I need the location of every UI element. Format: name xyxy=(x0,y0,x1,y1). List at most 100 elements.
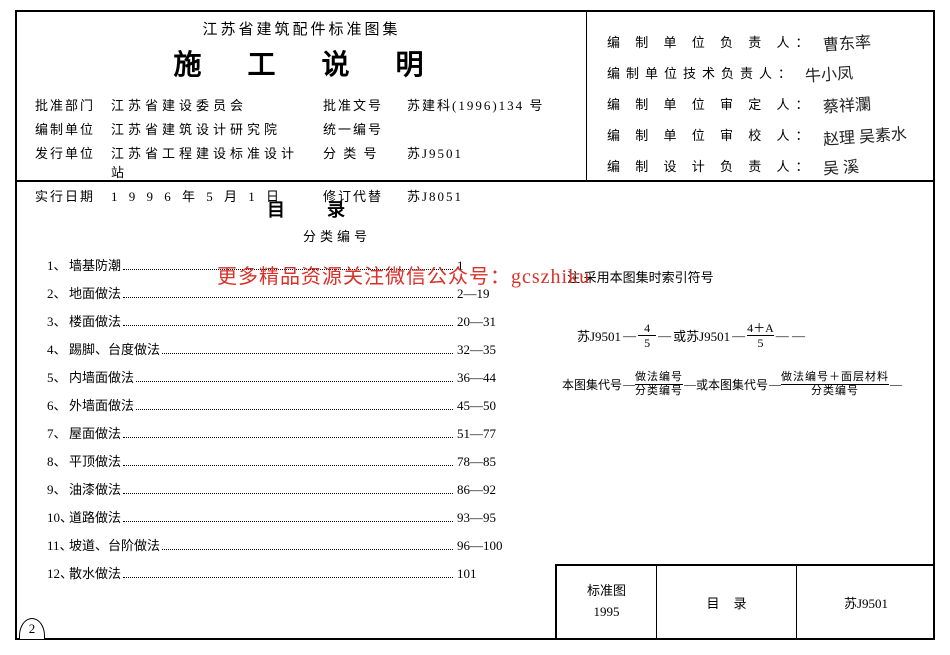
toc-name: 内墙面做法 xyxy=(69,367,134,386)
toc-index: 9、 xyxy=(47,479,69,498)
toc-name: 道路做法 xyxy=(69,507,121,526)
fraction: 45 xyxy=(638,322,656,349)
toc-panel: 目录 分类编号 1、墙基防潮12、地面做法2—193、楼面做法20—314、踢脚… xyxy=(17,182,547,642)
toc-name: 地面做法 xyxy=(69,283,121,302)
index-example-2: 本图集代号 — 做法编号分类编号 — 或本图集代号 — 做法编号＋面层材料分类编… xyxy=(562,372,901,397)
toc-name: 墙基防潮 xyxy=(69,255,121,274)
toc-leader xyxy=(123,577,453,578)
toc-pages: 86—92 xyxy=(457,482,527,498)
toc-row: 3、楼面做法20—31 xyxy=(47,311,527,330)
toc-index: 5、 xyxy=(47,367,69,386)
signer-label: 编 制 单 位 审 定 人： xyxy=(607,94,815,118)
toc-name: 楼面做法 xyxy=(69,311,121,330)
toc-pages: 32—35 xyxy=(457,342,527,358)
std-year: 1995 xyxy=(594,602,620,623)
toc-leader xyxy=(123,325,453,326)
toc-leader xyxy=(162,353,453,354)
toc-leader xyxy=(136,381,453,382)
signer-row: 编 制 单 位 审 校 人：赵理 吴素水 xyxy=(607,125,923,149)
toc-leader xyxy=(123,437,453,438)
info-label: 发行单位 xyxy=(35,143,99,181)
dash: — — xyxy=(776,328,805,344)
toc-pages: 101 xyxy=(457,566,527,582)
ex2-prefix: 本图集代号 xyxy=(562,376,622,393)
toc-row: 6、外墙面做法45—50 xyxy=(47,395,527,414)
info-value: 江苏省建设委员会 xyxy=(111,95,311,114)
info-label: 批准部门 xyxy=(35,95,99,114)
signer-label: 编 制 单 位 审 校 人： xyxy=(607,125,815,149)
toc-index: 2、 xyxy=(47,283,69,302)
header-right: 编 制 单 位 负 责 人：曹东率 编制单位技术负责人：牛小凤 编 制 单 位 … xyxy=(587,12,933,180)
info-value: 苏J9501 xyxy=(399,143,568,181)
toc-name: 油漆做法 xyxy=(69,479,121,498)
toc-row: 11、坡道、台阶做法96—100 xyxy=(47,535,527,554)
toc-title: 目录 xyxy=(47,196,527,222)
toc-index: 10、 xyxy=(47,507,69,526)
signer-row: 编 制 单 位 负 责 人：曹东率 xyxy=(607,32,923,56)
toc-row: 4、踢脚、台度做法 32—35 xyxy=(47,339,527,358)
signer-row: 编 制 设 计 负 责 人： 吴 溪 xyxy=(607,156,923,180)
signer-row: 编 制 单 位 审 定 人：蔡祥瀾 xyxy=(607,94,923,118)
toc-index: 7、 xyxy=(47,423,69,442)
index-example-1: 苏J9501 — 45 — 或苏J9501 — 4＋A5 — — xyxy=(577,322,805,349)
info-label: 分 类 号 xyxy=(323,143,387,181)
signer-row: 编制单位技术负责人：牛小凤 xyxy=(607,63,923,87)
toc-name: 散水做法 xyxy=(69,563,121,582)
info-value: 江苏省工程建设标准设计站 xyxy=(111,143,311,181)
dash: — xyxy=(890,377,901,392)
doc-title: 施工说明 xyxy=(35,43,568,83)
toc-leader xyxy=(123,297,453,298)
document-frame: 江苏省建筑配件标准图集 施工说明 批准部门 江苏省建设委员会 批准文号 苏建科(… xyxy=(15,10,935,640)
header-left: 江苏省建筑配件标准图集 施工说明 批准部门 江苏省建设委员会 批准文号 苏建科(… xyxy=(17,12,587,180)
toc-leader xyxy=(162,549,453,550)
toc-leader xyxy=(123,493,453,494)
fraction: 4＋A5 xyxy=(747,322,774,349)
info-value xyxy=(399,119,568,138)
toc-name: 平顶做法 xyxy=(69,451,121,470)
header-block: 江苏省建筑配件标准图集 施工说明 批准部门 江苏省建设委员会 批准文号 苏建科(… xyxy=(17,12,933,182)
toc-leader xyxy=(136,409,453,410)
toc-subtitle: 分类编号 xyxy=(47,226,527,245)
toc-index: 4、 xyxy=(47,339,69,358)
toc-pages: 93—95 xyxy=(457,510,527,526)
toc-pages: 51—77 xyxy=(457,426,527,442)
signature: 曹东率 xyxy=(822,28,872,55)
info-label: 统一编号 xyxy=(323,119,387,138)
dash: — xyxy=(684,377,695,392)
toc-row: 12、散水做法 101 xyxy=(47,563,527,582)
title-block-name: 目录 xyxy=(657,566,797,638)
signer-label: 编 制 设 计 负 责 人： xyxy=(607,156,815,180)
fraction: 做法编号分类编号 xyxy=(635,372,683,397)
signer-label: 编制单位技术负责人： xyxy=(607,63,797,87)
toc-row: 7、屋面做法 51—77 xyxy=(47,423,527,442)
toc-name: 踢脚、台度做法 xyxy=(69,339,160,358)
toc-index: 11、 xyxy=(47,535,69,554)
toc-index: 8、 xyxy=(47,451,69,470)
title-block-code: 苏J9501 xyxy=(797,566,935,638)
toc-row: 9、油漆做法 86—92 xyxy=(47,479,527,498)
ex2-mid: 或本图集代号 xyxy=(696,376,768,393)
toc-index: 12、 xyxy=(47,563,69,582)
toc-row: 10、道路做法 93—95 xyxy=(47,507,527,526)
toc-pages: 36—44 xyxy=(457,370,527,386)
dash: — xyxy=(769,377,780,392)
signature: 蔡祥瀾 xyxy=(822,90,872,117)
signature: 吴 溪 xyxy=(822,153,860,179)
toc-index: 3、 xyxy=(47,311,69,330)
atlas-title: 江苏省建筑配件标准图集 xyxy=(35,18,568,39)
info-label: 编制单位 xyxy=(35,119,99,138)
dash: — xyxy=(623,377,634,392)
std-label: 标准图 xyxy=(587,581,626,602)
toc-name: 屋面做法 xyxy=(69,423,121,442)
title-block-std: 标准图 1995 xyxy=(557,566,657,638)
toc-list: 1、墙基防潮12、地面做法2—193、楼面做法20—314、踢脚、台度做法32—… xyxy=(47,255,527,582)
toc-row: 8、平顶做法 78—85 xyxy=(47,451,527,470)
toc-leader xyxy=(123,521,453,522)
toc-name: 外墙面做法 xyxy=(69,395,134,414)
info-value: 苏建科(1996)134 号 xyxy=(399,95,568,114)
info-label: 批准文号 xyxy=(323,95,387,114)
signer-label: 编 制 单 位 负 责 人： xyxy=(607,32,815,56)
dash: — xyxy=(658,328,671,344)
toc-pages: 45—50 xyxy=(457,398,527,414)
toc-pages: 78—85 xyxy=(457,454,527,470)
